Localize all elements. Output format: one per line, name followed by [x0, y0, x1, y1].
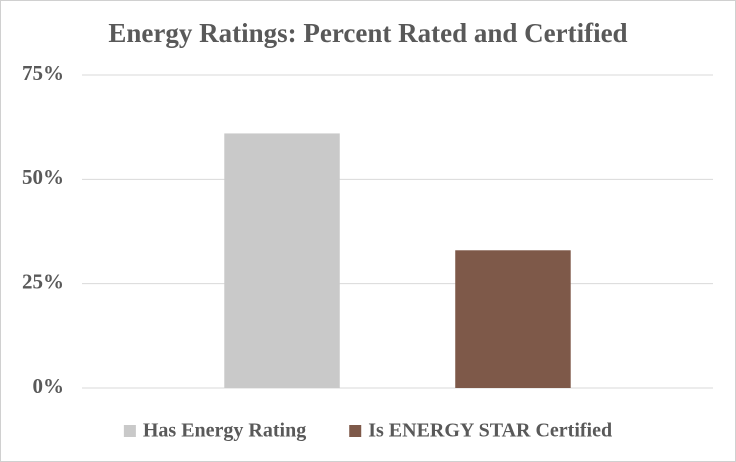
- y-tick-label: 75%: [22, 61, 64, 85]
- bar: [224, 133, 340, 388]
- y-tick-label: 0%: [33, 374, 65, 398]
- chart-title: Energy Ratings: Percent Rated and Certif…: [108, 18, 627, 48]
- legend-swatch: [349, 425, 362, 437]
- y-tick-label: 50%: [22, 165, 64, 189]
- bar: [455, 250, 571, 388]
- legend-label: Is ENERGY STAR Certified: [368, 420, 612, 442]
- legend-label: Has Energy Rating: [143, 420, 306, 442]
- y-tick-label: 25%: [22, 269, 64, 293]
- legend-swatch: [123, 425, 136, 437]
